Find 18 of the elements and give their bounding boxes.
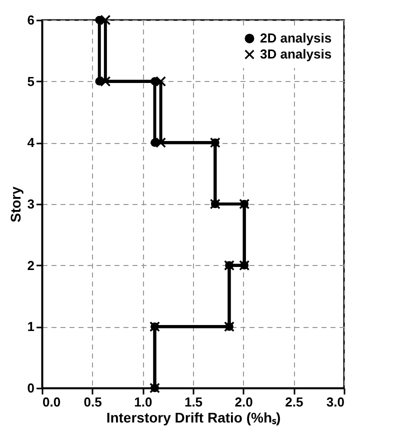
y-axis-title: Story [7, 186, 24, 222]
x-tick-label: 1.5 [184, 394, 203, 410]
y-tick-label: 4 [27, 135, 36, 150]
y-tick-label: 1 [27, 319, 34, 334]
x-tick-label: 1.0 [134, 394, 152, 410]
legend-label: 3D analysis [260, 46, 332, 62]
x-tick-label: 0.0 [42, 394, 61, 410]
y-tick-label: 5 [27, 74, 34, 89]
y-tick-label: 6 [27, 12, 34, 28]
y-tick-label: 2 [27, 258, 34, 273]
x-tick-label: 3.0 [326, 394, 344, 410]
x-axis-title: Interstory Drift Ratio (%hₛ) [106, 410, 281, 426]
y-tick-label: 0 [27, 380, 34, 396]
x-tick-label: 0.5 [84, 394, 102, 410]
y-tick-label: 3 [27, 196, 34, 212]
legend-label: 2D analysis [260, 30, 332, 46]
x-tick-label: 2.5 [285, 394, 304, 410]
x-tick-label: 2.0 [234, 394, 253, 410]
